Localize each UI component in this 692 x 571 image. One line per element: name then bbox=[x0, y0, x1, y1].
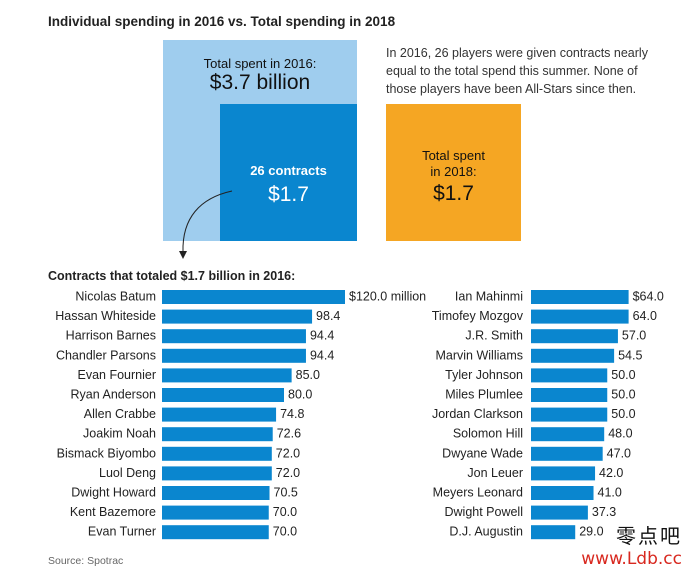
value-label-c1-0: $120.0 million bbox=[349, 290, 426, 304]
value-label-c2-5: 50.0 bbox=[611, 388, 635, 402]
box-2018-label-1: Total spent bbox=[422, 148, 485, 163]
player-label-c2-3: Marvin Williams bbox=[436, 348, 524, 362]
value-label-c2-12: 29.0 bbox=[579, 525, 603, 539]
bar-c2-2 bbox=[531, 329, 618, 344]
value-label-c2-11: 37.3 bbox=[592, 505, 616, 519]
bar-c1-8 bbox=[162, 446, 272, 461]
value-label-c2-1: 64.0 bbox=[633, 309, 657, 323]
watermark-line-1: 零点吧 bbox=[616, 524, 682, 548]
player-label-c2-6: Jordan Clarkson bbox=[432, 407, 523, 421]
player-label-c1-11: Kent Bazemore bbox=[70, 505, 156, 519]
player-label-c2-9: Jon Leuer bbox=[467, 466, 523, 480]
player-label-c1-8: Bismack Biyombo bbox=[57, 446, 156, 460]
value-label-c2-8: 47.0 bbox=[607, 446, 631, 460]
value-label-c2-9: 42.0 bbox=[599, 466, 623, 480]
player-label-c2-7: Solomon Hill bbox=[453, 427, 523, 441]
bar-c2-9 bbox=[531, 466, 596, 481]
player-label-c1-12: Evan Turner bbox=[88, 525, 156, 539]
bar-c2-11 bbox=[531, 505, 588, 520]
bar-c2-1 bbox=[531, 309, 629, 324]
bar-c2-6 bbox=[531, 407, 608, 422]
bar-c2-3 bbox=[531, 348, 615, 363]
value-label-c1-12: 70.0 bbox=[273, 525, 297, 539]
player-label-c2-1: Timofey Mozgov bbox=[432, 309, 524, 323]
player-label-c2-2: J.R. Smith bbox=[465, 329, 523, 343]
bar-c2-12 bbox=[531, 525, 576, 540]
value-label-c1-6: 74.8 bbox=[280, 407, 304, 421]
value-label-c1-10: 70.5 bbox=[274, 486, 298, 500]
value-label-c1-9: 72.0 bbox=[276, 466, 300, 480]
bar-c2-0 bbox=[531, 290, 629, 304]
bar-c1-5 bbox=[162, 388, 284, 402]
bar-c1-6 bbox=[162, 407, 277, 422]
player-label-c2-0: Ian Mahinmi bbox=[455, 290, 523, 304]
bar-c1-2 bbox=[162, 329, 306, 344]
value-label-c1-7: 72.6 bbox=[277, 427, 301, 441]
value-label-c1-11: 70.0 bbox=[273, 505, 297, 519]
player-label-c1-0: Nicolas Batum bbox=[75, 290, 156, 304]
box-2018-value: $1.7 bbox=[433, 182, 474, 205]
value-label-c1-4: 85.0 bbox=[296, 368, 320, 382]
note-text: In 2016, 26 players were given contracts… bbox=[386, 46, 648, 96]
bar-c1-3 bbox=[162, 348, 306, 363]
value-label-c1-5: 80.0 bbox=[288, 388, 312, 402]
value-label-c2-4: 50.0 bbox=[611, 368, 635, 382]
player-label-c1-2: Harrison Barnes bbox=[66, 329, 156, 343]
bar-c1-1 bbox=[162, 309, 313, 324]
player-label-c1-6: Allen Crabbe bbox=[84, 407, 156, 421]
player-label-c1-5: Ryan Anderson bbox=[71, 388, 157, 402]
bar-c1-4 bbox=[162, 368, 292, 383]
value-label-c1-2: 94.4 bbox=[310, 329, 334, 343]
box-26-value: $1.7 bbox=[268, 183, 309, 206]
value-label-c1-8: 72.0 bbox=[276, 446, 300, 460]
player-label-c1-4: Evan Fournier bbox=[77, 368, 156, 382]
value-label-c2-7: 48.0 bbox=[608, 427, 632, 441]
box-2018-total bbox=[386, 104, 521, 241]
box-26-contracts bbox=[220, 104, 357, 241]
bar-c1-12 bbox=[162, 525, 269, 540]
bar-c2-8 bbox=[531, 446, 603, 461]
player-label-c2-11: Dwight Powell bbox=[444, 505, 523, 519]
bar-c1-0 bbox=[162, 290, 345, 304]
chart-subtitle: Contracts that totaled $1.7 billion in 2… bbox=[48, 269, 296, 283]
source-note: Source: Spotrac bbox=[48, 555, 124, 567]
pointer-arrow bbox=[182, 190, 233, 253]
box-2016-label: Total spent in 2016: bbox=[203, 56, 317, 71]
value-label-c2-3: 54.5 bbox=[618, 348, 642, 362]
bar-c1-7 bbox=[162, 427, 273, 442]
player-label-c2-5: Miles Plumlee bbox=[445, 388, 523, 402]
player-label-c2-12: D.J. Augustin bbox=[449, 525, 523, 539]
player-label-c1-10: Dwight Howard bbox=[71, 486, 156, 500]
player-label-c2-10: Meyers Leonard bbox=[433, 486, 523, 500]
value-label-c1-3: 94.4 bbox=[310, 348, 334, 362]
value-label-c2-0: $64.0 bbox=[633, 290, 664, 304]
chart-title: Individual spending in 2016 vs. Total sp… bbox=[48, 14, 396, 29]
value-label-c2-10: 41.0 bbox=[598, 486, 622, 500]
watermark-line-2: www.Ldb.cc bbox=[581, 549, 682, 569]
player-label-c2-4: Tyler Johnson bbox=[445, 368, 523, 382]
player-label-c2-8: Dwyane Wade bbox=[442, 446, 523, 460]
box-2016-value: $3.7 billion bbox=[209, 71, 311, 94]
bar-c1-9 bbox=[162, 466, 272, 481]
bar-c1-10 bbox=[162, 486, 270, 500]
pointer-arrowhead bbox=[179, 251, 187, 259]
bar-c2-10 bbox=[531, 486, 594, 500]
value-label-c2-2: 57.0 bbox=[622, 329, 646, 343]
value-label-c1-1: 98.4 bbox=[316, 309, 340, 323]
value-label-c2-6: 50.0 bbox=[611, 407, 635, 421]
player-label-c1-7: Joakim Noah bbox=[83, 427, 156, 441]
bar-c2-7 bbox=[531, 427, 605, 442]
bar-c2-4 bbox=[531, 368, 608, 383]
player-label-c1-1: Hassan Whiteside bbox=[55, 309, 156, 323]
bar-c2-5 bbox=[531, 388, 608, 402]
box-26-label: 26 contracts bbox=[250, 163, 327, 178]
bar-c1-11 bbox=[162, 505, 269, 520]
player-label-c1-9: Luol Deng bbox=[99, 466, 156, 480]
box-2018-label-2: in 2018: bbox=[430, 164, 477, 179]
player-label-c1-3: Chandler Parsons bbox=[56, 348, 156, 362]
watermark: 零点吧 www.Ldb.cc bbox=[581, 520, 682, 569]
